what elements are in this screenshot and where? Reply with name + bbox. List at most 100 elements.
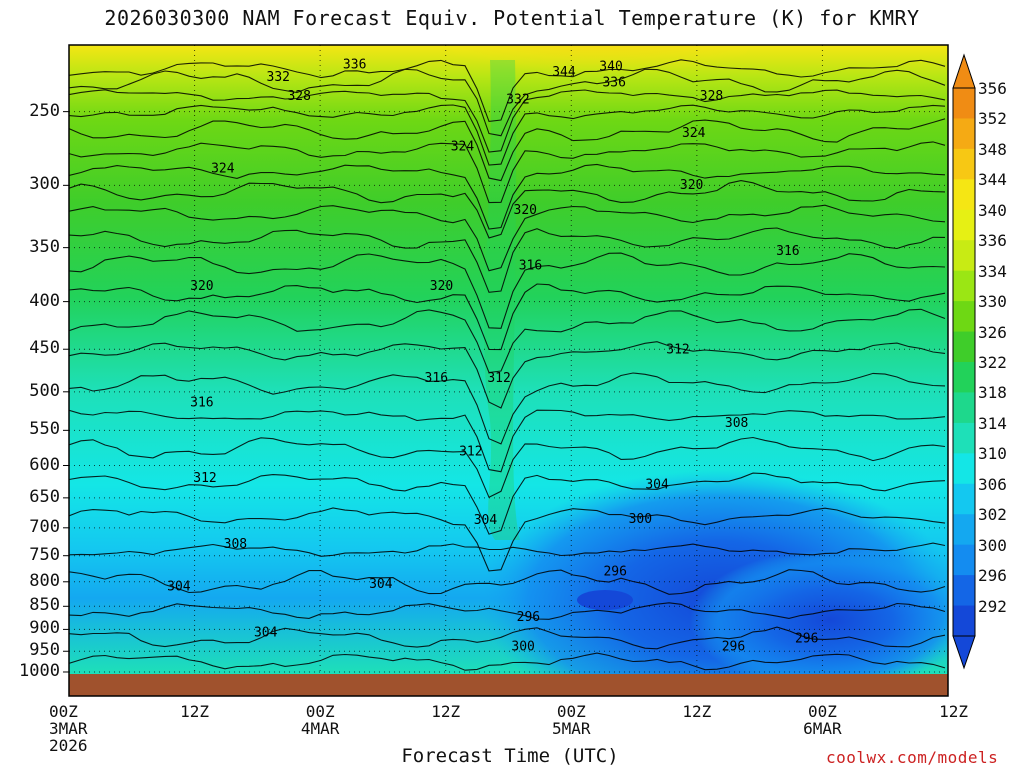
y-tick-label: 750 <box>29 544 60 565</box>
y-tick-label: 350 <box>29 236 60 257</box>
contour-label: 304 <box>645 477 669 492</box>
contour-line <box>69 104 946 166</box>
x-tick-label: 12Z <box>406 703 486 754</box>
credit-link[interactable]: coolwx.com/models <box>826 748 999 767</box>
colorbar-swatch <box>953 453 975 485</box>
contour-label: 332 <box>267 70 290 85</box>
contour-label: 324 <box>682 126 706 141</box>
y-tick-label: 900 <box>29 618 60 639</box>
contour-line <box>69 68 946 137</box>
contour-label: 316 <box>776 244 799 259</box>
x-tick-label-line1: 12Z <box>939 702 968 721</box>
colorbar-swatch <box>953 148 975 180</box>
contour-line <box>69 308 946 374</box>
contour-line <box>69 180 946 239</box>
x-tick-label-line2: 4MAR <box>300 719 340 738</box>
colorbar-swatch <box>953 240 975 272</box>
colorbar-label: 306 <box>978 474 1007 494</box>
colorbar-swatch <box>953 483 975 515</box>
contour-field <box>69 45 948 674</box>
colorbar-label: 334 <box>978 261 1007 281</box>
colorbar-label: 336 <box>978 231 1007 251</box>
contour-label: 336 <box>343 58 366 73</box>
contour-label: 320 <box>514 203 537 218</box>
colorbar-swatch <box>953 392 975 424</box>
contour-line <box>69 341 946 409</box>
colorbar-label: 296 <box>978 566 1007 586</box>
contour-label: 308 <box>224 537 247 552</box>
grid <box>63 45 949 674</box>
x-tick-label-line3: 2026 <box>49 736 88 755</box>
x-tick-label-line1: 00Z <box>305 702 335 721</box>
contour-label: 324 <box>211 161 235 176</box>
x-tick-label: 00Z 3MAR 2026 <box>49 703 129 754</box>
contour-line <box>69 626 946 650</box>
contour-line <box>69 118 946 182</box>
colorbar-swatch <box>953 331 975 363</box>
colorbar-label: 302 <box>978 505 1007 525</box>
contour-line <box>69 602 946 620</box>
colorbar-label: 330 <box>978 292 1007 312</box>
colorbar-swatch <box>953 605 975 637</box>
x-tick-label: 00Z 5MAR <box>531 703 611 754</box>
x-tick-label: 00Z 4MAR <box>280 703 360 754</box>
x-tick-label: 12Z <box>657 703 737 754</box>
x-tick-label: 12Z <box>155 703 235 754</box>
x-tick-label-line1: 12Z <box>431 702 461 721</box>
x-tick-label-line2 <box>657 720 737 737</box>
contour-label: 316 <box>190 395 213 410</box>
x-tick-label-line2 <box>406 720 486 737</box>
y-tick-label: 800 <box>29 570 60 591</box>
contour-label: 344 <box>552 65 576 80</box>
contour-label: 320 <box>680 178 703 193</box>
contour-line <box>69 283 946 351</box>
y-tick-label: 950 <box>29 640 60 661</box>
contour-label: 340 <box>599 59 622 74</box>
contour-label: 300 <box>511 640 534 655</box>
colorbar-label: 310 <box>978 444 1007 464</box>
contour-label: 304 <box>369 577 393 592</box>
contour-label: 300 <box>629 512 652 527</box>
contour-label: 316 <box>425 371 448 386</box>
x-tick-label-line2: 6MAR <box>803 719 842 738</box>
contour-line <box>69 89 946 153</box>
y-tick-label: 250 <box>29 100 60 121</box>
x-tick-label-line1: 00Z <box>556 702 586 721</box>
contour-label: 324 <box>451 140 475 155</box>
x-tick-label-line3 <box>657 737 737 754</box>
x-tick-label-line1: 00Z <box>807 702 837 721</box>
colorbar-swatch <box>953 575 975 607</box>
y-tick-label: 1000 <box>19 660 60 681</box>
colorbar-swatch <box>953 362 975 393</box>
contour-line <box>69 569 946 595</box>
x-tick-label-line1: 00Z <box>49 702 78 721</box>
contour-label: 304 <box>254 626 278 641</box>
y-tick-label: 850 <box>29 595 60 616</box>
contour-label: 320 <box>430 279 453 294</box>
terrain-bar <box>69 674 948 696</box>
colorbar-label: 322 <box>978 353 1007 372</box>
contour-lines <box>69 59 946 671</box>
contour-label: 312 <box>459 444 482 459</box>
x-tick-label-line2 <box>155 720 235 737</box>
contour-line <box>69 227 946 293</box>
colorbar-label: 318 <box>978 383 1007 403</box>
contour-line <box>69 542 946 557</box>
x-tick-label-line3 <box>280 737 360 754</box>
contour-line <box>69 409 946 473</box>
colorbar-swatch <box>953 179 975 211</box>
contour-line <box>69 141 946 204</box>
contour-label: 312 <box>487 371 510 386</box>
contour-line <box>69 652 946 671</box>
colorbar-label: 300 <box>978 535 1007 555</box>
contour-label: 308 <box>725 416 748 431</box>
contour-label: 296 <box>517 610 540 625</box>
colorbar-label: 326 <box>978 322 1007 342</box>
y-tick-label: 400 <box>29 290 60 311</box>
contour-labels: 336 332 328 324 320 316 312 308 304 304 304 324 320 3… <box>167 58 818 655</box>
y-tick-label: 500 <box>29 380 60 401</box>
x-tick-label-line3 <box>155 737 235 754</box>
colorbar-swatch <box>953 422 975 454</box>
x-tick-label-line2 <box>888 720 968 737</box>
x-tick-label: 12Z <box>888 703 968 754</box>
